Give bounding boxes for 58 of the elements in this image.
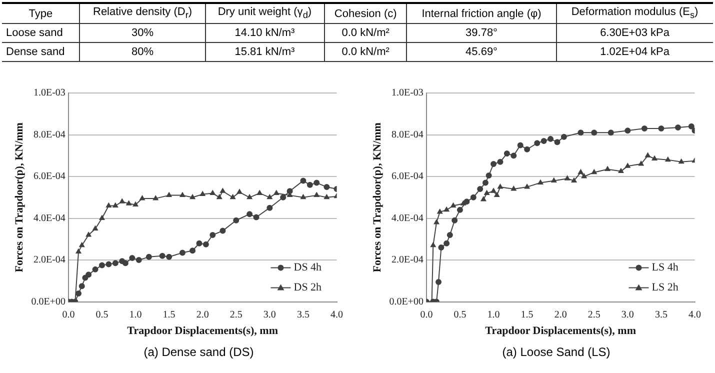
x-tick-label: 3.5 bbox=[654, 309, 668, 320]
y-tick-label: 4.0E-04 bbox=[391, 212, 424, 224]
x-tick-label: 0.5 bbox=[96, 309, 108, 320]
y-tick-label: 0.0E+00 bbox=[31, 296, 66, 308]
text: 39.78° bbox=[406, 24, 556, 42]
x-tick-label: 2.0 bbox=[196, 309, 210, 320]
x-axis-title: Trapdoor Displacements(s), mm bbox=[127, 325, 278, 338]
x-tick-label: 4.0 bbox=[688, 309, 701, 320]
y-tick-label: 4.0E-04 bbox=[34, 212, 66, 224]
text: 14.10 kN/m³ bbox=[205, 24, 324, 42]
y-tick-label: 0.0E+00 bbox=[388, 296, 424, 308]
x-tick-label: 3.5 bbox=[297, 309, 310, 320]
y-tick-label: 2.0E-04 bbox=[34, 254, 66, 266]
text: 1.02E+04 kPa bbox=[556, 42, 713, 62]
legend-label: LS 4h bbox=[652, 262, 679, 274]
x-tick-label: 0.5 bbox=[453, 309, 466, 320]
y-tick-label: 6.0E-04 bbox=[391, 171, 424, 182]
category-label: Deformation modulus (E$_{s}$) bbox=[556, 3, 713, 24]
legend-label: DS 2h bbox=[294, 282, 322, 294]
y-tick-label: 1.0E-03 bbox=[391, 88, 424, 99]
y-tick-label: 1.0E-03 bbox=[34, 88, 66, 99]
y-tick-label: 8.0E-04 bbox=[34, 129, 66, 140]
x-tick-label: 4.0 bbox=[330, 309, 344, 320]
y-tick-label: 2.0E-04 bbox=[391, 254, 424, 266]
y-axis-title: Forces on Trapdoor(p), KN/mm bbox=[14, 122, 26, 272]
category-label: Cohesion (c) bbox=[324, 3, 407, 24]
text: 15.81 kN/m³ bbox=[205, 42, 324, 62]
category-label: Internal friction angle (φ) bbox=[406, 3, 556, 24]
category-label: Type bbox=[2, 3, 80, 24]
x-tick-label: 3.0 bbox=[264, 309, 276, 320]
legend-label: DS 4h bbox=[294, 262, 322, 274]
x-axis-title: Trapdoor Displacements(s), mm bbox=[484, 325, 636, 338]
x-tick-label: 2.5 bbox=[230, 309, 243, 320]
text: 30% bbox=[80, 24, 206, 42]
text: 6.30E+03 kPa bbox=[556, 24, 713, 42]
x-tick-label: 0.0 bbox=[62, 309, 75, 320]
x-tick-label: 2.5 bbox=[588, 309, 600, 320]
x-tick-label: 1.5 bbox=[163, 309, 176, 320]
x-tick-label: 1.5 bbox=[520, 309, 534, 320]
category-label: Dry unit weight (γ$_{d}$) bbox=[205, 3, 324, 24]
x-tick-label: 1.0 bbox=[130, 309, 142, 320]
legend-label: LS 2h bbox=[652, 282, 679, 294]
y-axis-title: Forces on Trapdoor(p), KN/mm bbox=[371, 122, 384, 272]
y-tick-label: 6.0E-04 bbox=[34, 171, 66, 182]
category-label: Relative density (D$_{r}$) bbox=[80, 3, 206, 24]
text: Dense sand bbox=[2, 42, 80, 62]
x-tick-label: 0.0 bbox=[420, 309, 432, 320]
text: 0.0 kN/m² bbox=[324, 24, 407, 42]
x-tick-label: 2.0 bbox=[554, 309, 567, 320]
text: 0.0 kN/m² bbox=[324, 42, 407, 62]
x-tick-label: 3.0 bbox=[621, 309, 634, 320]
text: 80% bbox=[80, 42, 206, 62]
text: (a) Dense sand (DS) bbox=[142, 345, 255, 359]
text: 45.69° bbox=[406, 42, 556, 62]
text: Loose sand bbox=[2, 24, 80, 42]
text: (a) Loose Sand (LS) bbox=[501, 345, 612, 359]
x-tick-label: 1.0 bbox=[487, 309, 500, 320]
y-tick-label: 8.0E-04 bbox=[391, 129, 424, 140]
